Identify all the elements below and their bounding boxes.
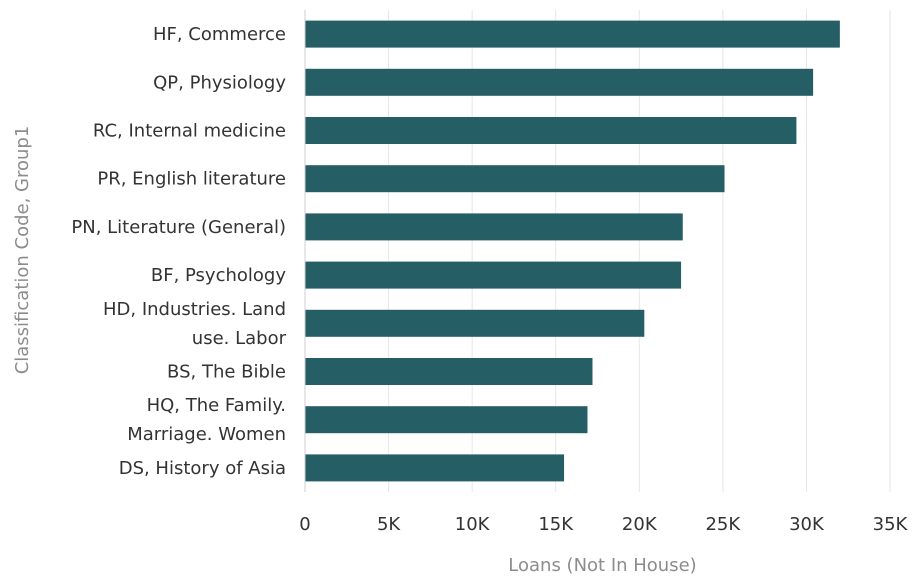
category-label: PN, Literature (General) <box>71 217 286 238</box>
bar[interactable] <box>305 261 682 289</box>
category-label: PR, English literature <box>97 169 286 190</box>
x-tick-label: 5K <box>377 514 401 535</box>
x-axis-title: Loans (Not In House) <box>508 555 696 576</box>
x-axis-tick-labels: 0 5K 10K 15K 20K 25K 30K 35K <box>299 514 908 535</box>
y-axis-title: Classification Code, Group1 <box>12 126 33 375</box>
bar[interactable] <box>305 406 588 434</box>
bar[interactable] <box>305 454 565 482</box>
category-label: BS, The Bible <box>167 362 286 383</box>
x-tick-label: 25K <box>705 514 741 535</box>
bar[interactable] <box>305 117 797 144</box>
category-label: QP, Physiology <box>153 72 286 93</box>
y-axis-category-labels: HF, Commerce QP, Physiology RC, Internal m… <box>71 24 286 479</box>
bar[interactable] <box>305 213 683 241</box>
bar[interactable] <box>305 309 645 337</box>
bar[interactable] <box>305 20 840 48</box>
x-tick-label: 20K <box>622 514 658 535</box>
category-label: BF, Psychology <box>151 265 286 286</box>
x-tick-label: 15K <box>538 514 574 535</box>
category-label: DS, History of Asia <box>119 458 286 479</box>
x-tick-label: 35K <box>873 514 909 535</box>
bar[interactable] <box>305 358 593 385</box>
category-label: HF, Commerce <box>153 24 286 45</box>
bar[interactable] <box>305 68 814 96</box>
category-label: HD, Industries. Land use. Labor <box>103 299 287 349</box>
category-label: RC, Internal medicine <box>93 121 286 142</box>
x-tick-label: 0 <box>299 514 310 535</box>
bar[interactable] <box>305 165 725 193</box>
x-tick-label: 30K <box>789 514 825 535</box>
category-label: HQ, The Family. Marriage. Women <box>127 395 286 445</box>
bars <box>305 20 840 482</box>
x-tick-label: 10K <box>455 514 491 535</box>
